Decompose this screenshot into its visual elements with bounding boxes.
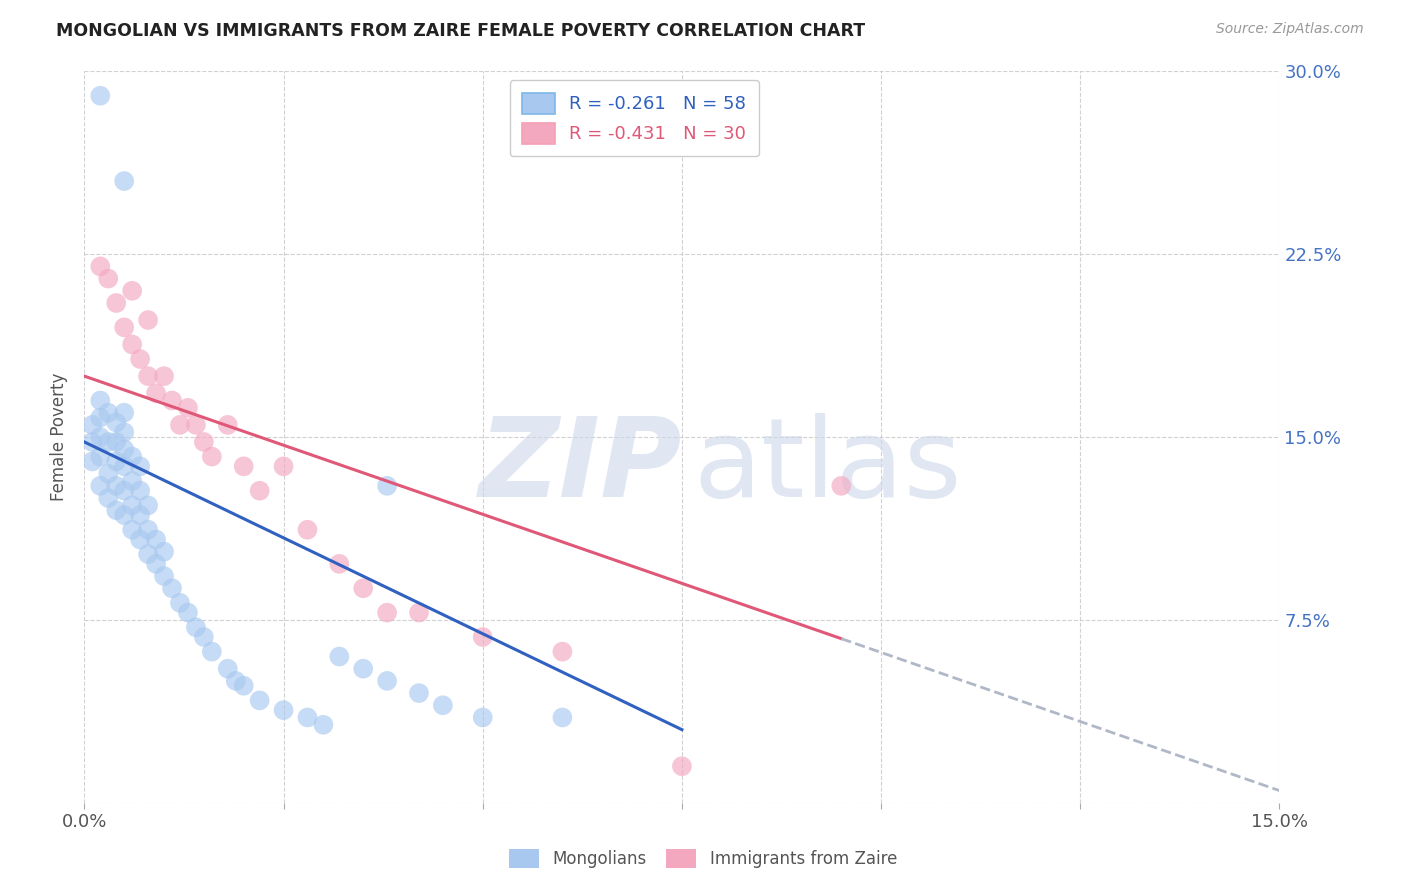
Point bbox=[830, 479, 852, 493]
Point bbox=[136, 313, 159, 327]
Point bbox=[375, 479, 398, 493]
Point bbox=[160, 393, 183, 408]
Point bbox=[249, 483, 271, 498]
Point bbox=[112, 483, 135, 498]
Point bbox=[129, 508, 152, 522]
Point bbox=[145, 533, 167, 547]
Point bbox=[89, 450, 111, 464]
Point bbox=[136, 499, 159, 513]
Point bbox=[112, 508, 135, 522]
Point bbox=[121, 474, 143, 488]
Point bbox=[112, 459, 135, 474]
Point bbox=[97, 406, 120, 420]
Point bbox=[312, 718, 335, 732]
Point bbox=[82, 434, 104, 449]
Point bbox=[112, 425, 135, 440]
Point bbox=[121, 499, 143, 513]
Point bbox=[112, 442, 135, 457]
Point bbox=[375, 673, 398, 688]
Point bbox=[82, 454, 104, 468]
Point bbox=[273, 703, 295, 717]
Point bbox=[193, 434, 215, 449]
Point bbox=[328, 557, 350, 571]
Text: MONGOLIAN VS IMMIGRANTS FROM ZAIRE FEMALE POVERTY CORRELATION CHART: MONGOLIAN VS IMMIGRANTS FROM ZAIRE FEMAL… bbox=[56, 22, 865, 40]
Point bbox=[375, 606, 398, 620]
Point bbox=[121, 337, 143, 351]
Point bbox=[97, 434, 120, 449]
Point bbox=[97, 467, 120, 481]
Point bbox=[121, 284, 143, 298]
Point bbox=[153, 369, 176, 384]
Point bbox=[105, 454, 128, 468]
Point bbox=[249, 693, 271, 707]
Point bbox=[89, 430, 111, 444]
Point bbox=[153, 544, 176, 558]
Point bbox=[97, 491, 120, 505]
Point bbox=[136, 523, 159, 537]
Point bbox=[136, 547, 159, 561]
Point bbox=[201, 645, 224, 659]
Point bbox=[89, 410, 111, 425]
Point bbox=[177, 606, 200, 620]
Point bbox=[352, 581, 374, 595]
Point bbox=[153, 569, 176, 583]
Legend: Mongolians, Immigrants from Zaire: Mongolians, Immigrants from Zaire bbox=[502, 842, 904, 875]
Point bbox=[89, 88, 111, 103]
Point bbox=[89, 393, 111, 408]
Point bbox=[136, 369, 159, 384]
Point bbox=[112, 174, 135, 188]
Point bbox=[471, 710, 494, 724]
Point bbox=[129, 352, 152, 367]
Text: ZIP: ZIP bbox=[478, 413, 682, 520]
Point bbox=[184, 620, 207, 634]
Point bbox=[97, 271, 120, 285]
Point bbox=[232, 459, 254, 474]
Text: Source: ZipAtlas.com: Source: ZipAtlas.com bbox=[1216, 22, 1364, 37]
Point bbox=[121, 450, 143, 464]
Point bbox=[89, 479, 111, 493]
Point bbox=[121, 523, 143, 537]
Point bbox=[225, 673, 247, 688]
Point bbox=[82, 417, 104, 432]
Point bbox=[432, 698, 454, 713]
Point bbox=[297, 523, 319, 537]
Point bbox=[273, 459, 295, 474]
Point bbox=[105, 479, 128, 493]
Point bbox=[232, 679, 254, 693]
Point bbox=[297, 710, 319, 724]
Point bbox=[551, 710, 574, 724]
Legend: R = -0.261   N = 58, R = -0.431   N = 30: R = -0.261 N = 58, R = -0.431 N = 30 bbox=[509, 80, 759, 156]
Point bbox=[408, 686, 430, 700]
Point bbox=[177, 401, 200, 415]
Point bbox=[105, 416, 128, 430]
Point bbox=[551, 645, 574, 659]
Point bbox=[89, 260, 111, 274]
Point bbox=[471, 630, 494, 644]
Point bbox=[129, 483, 152, 498]
Point bbox=[201, 450, 224, 464]
Y-axis label: Female Poverty: Female Poverty bbox=[51, 373, 69, 501]
Point bbox=[671, 759, 693, 773]
Point bbox=[352, 662, 374, 676]
Point bbox=[112, 406, 135, 420]
Point bbox=[184, 417, 207, 432]
Point bbox=[160, 581, 183, 595]
Point bbox=[105, 296, 128, 310]
Point bbox=[328, 649, 350, 664]
Point bbox=[193, 630, 215, 644]
Point bbox=[217, 662, 239, 676]
Point bbox=[112, 320, 135, 334]
Point bbox=[105, 503, 128, 517]
Point bbox=[145, 557, 167, 571]
Point bbox=[105, 434, 128, 449]
Point bbox=[145, 386, 167, 401]
Point bbox=[408, 606, 430, 620]
Point bbox=[217, 417, 239, 432]
Text: atlas: atlas bbox=[695, 413, 962, 520]
Point bbox=[169, 417, 191, 432]
Point bbox=[129, 533, 152, 547]
Point bbox=[129, 459, 152, 474]
Point bbox=[169, 596, 191, 610]
